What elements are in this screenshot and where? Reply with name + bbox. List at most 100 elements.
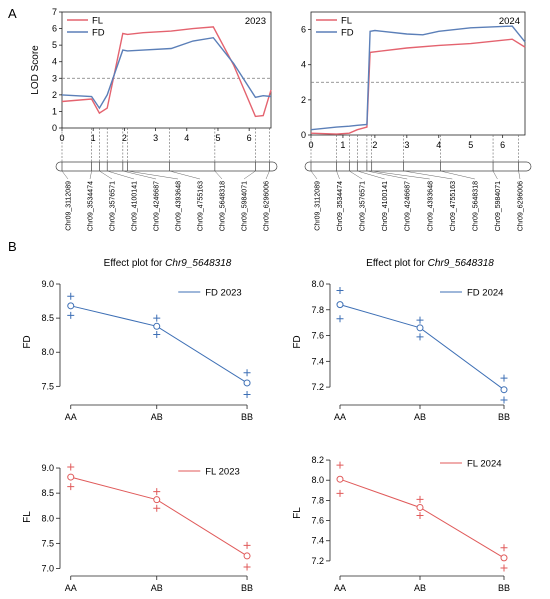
lower-bound-marker <box>67 483 75 491</box>
marker-leader <box>214 170 223 180</box>
upper-bound-marker <box>67 463 75 471</box>
y-tick-label: 4 <box>301 60 306 70</box>
marker-leader <box>366 170 408 180</box>
mean-line <box>339 304 505 391</box>
x-tick-label-aa: AA <box>334 583 346 593</box>
lower-bound-marker <box>336 315 344 323</box>
marker-leader <box>310 170 318 180</box>
x-tick-label-ab: AB <box>414 412 426 422</box>
legend-label: FL 2023 <box>205 467 240 478</box>
upper-bound-marker <box>500 544 508 552</box>
marker-leader <box>169 170 201 180</box>
marker-leader <box>336 170 340 180</box>
x-tick-label: 2 <box>122 133 127 143</box>
mean-point-bb <box>500 554 508 562</box>
lower-bound-marker <box>336 489 344 497</box>
lower-bound-marker <box>67 311 75 319</box>
y-tick-label: 0 <box>52 123 57 133</box>
y-tick-label: 5 <box>52 40 57 50</box>
marker-label: Chr09_4100141 <box>382 181 389 231</box>
legend-label-fl: FL <box>92 16 103 27</box>
plot-frame <box>61 11 272 129</box>
x-tick-label-ab: AB <box>151 412 163 422</box>
mean-point-aa <box>336 301 344 309</box>
plot-frame <box>310 11 526 136</box>
marker-label: Chr09_4100141 <box>132 181 139 231</box>
y-tick-label: 7.6 <box>311 516 324 526</box>
marker-leader <box>371 170 430 180</box>
marker-leader <box>492 170 498 180</box>
year-label: 2023 <box>245 16 266 27</box>
legend-label: FL 2024 <box>467 459 502 470</box>
y-tick-label: 2 <box>301 95 306 105</box>
y-tick-label: 7.6 <box>311 331 324 341</box>
x-tick-label: 0 <box>308 140 313 150</box>
mean-point-aa <box>67 473 75 481</box>
lower-bound-marker <box>243 563 251 571</box>
marker-label: Chr09_6296006 <box>518 181 525 231</box>
x-tick-label: 1 <box>340 140 345 150</box>
series-line-fl <box>310 38 526 135</box>
x-tick-label-ab: AB <box>151 583 163 593</box>
x-tick-label: 4 <box>436 140 441 150</box>
marker-label: Chr09_5648318 <box>220 181 227 231</box>
upper-bound-marker <box>153 314 161 322</box>
marker-leader <box>440 170 475 180</box>
marker-label: Chr09_3534474 <box>337 181 344 231</box>
upper-bound-marker <box>67 292 75 300</box>
y-tick-label: 9.0 <box>41 463 54 473</box>
upper-bound-marker <box>243 369 251 377</box>
x-tick-label-bb: BB <box>498 583 510 593</box>
x-tick-label-ab: AB <box>414 583 426 593</box>
plot-title-marker: Chr9_5648318 <box>428 258 495 269</box>
y-axis-label: FD <box>292 335 303 348</box>
x-tick-label-aa: AA <box>334 412 346 422</box>
y-tick-label: 8.0 <box>41 347 54 357</box>
mean-point-bb <box>500 386 508 394</box>
mean-line <box>339 478 505 559</box>
marker-leader <box>357 170 385 180</box>
effect-plot-fd-2023: Effect plot for Chr9_5648318 7.5 8.0 8.5 9.0… <box>22 258 253 422</box>
effect-plot-fd-2024: Effect plot for Chr9_5648318 7.2 7.4 7.6 7.8… <box>292 258 510 422</box>
upper-bound-marker <box>336 461 344 469</box>
lower-bound-marker <box>153 330 161 338</box>
upper-bound-marker <box>416 495 424 503</box>
marker-leader <box>349 170 363 180</box>
x-tick-label: 6 <box>500 140 505 150</box>
y-tick-label: 7.2 <box>311 382 324 392</box>
marker-leader <box>243 170 256 180</box>
x-tick-label-bb: BB <box>241 412 253 422</box>
mean-point-aa <box>67 302 75 310</box>
y-axis-label: FL <box>292 507 303 519</box>
series-line-fl <box>61 26 272 118</box>
mean-point-ab <box>416 324 424 332</box>
plot-title-prefix: Effect plot for <box>366 258 428 269</box>
chromosome-bar <box>304 161 532 172</box>
y-tick-label: 7.5 <box>41 538 54 548</box>
x-tick-label: 0 <box>59 133 64 143</box>
lower-bound-marker <box>243 391 251 399</box>
x-tick-label: 5 <box>215 133 220 143</box>
plot-title-marker: Chr9_5648318 <box>165 258 232 269</box>
y-tick-label: 1 <box>52 106 57 116</box>
y-tick-label: 8.0 <box>41 513 54 523</box>
y-tick-label: 3 <box>52 73 57 83</box>
marker-leader <box>107 170 135 180</box>
marker-label: Chr09_3112089 <box>315 181 322 231</box>
x-tick-label: 6 <box>247 133 252 143</box>
lower-bound-marker <box>500 564 508 572</box>
mean-point-ab <box>153 322 161 330</box>
effect-plot-fl-2024: 7.2 7.4 7.6 7.8 8.0 8.2 AA AB BB FL FL 2024 <box>292 455 510 593</box>
y-tick-label: 8.0 <box>311 475 324 485</box>
marker-label: Chr09_5984071 <box>242 181 249 231</box>
y-tick-label: 7.4 <box>311 536 324 546</box>
marker-label: Chr09_4246687 <box>405 181 412 231</box>
marker-leader <box>403 170 453 180</box>
marker-label: Chr09_5648318 <box>472 181 479 231</box>
legend-label: FD 2024 <box>467 288 503 299</box>
y-tick-label: 8.5 <box>41 488 54 498</box>
mean-point-bb <box>243 552 251 560</box>
marker-leader <box>518 170 521 180</box>
